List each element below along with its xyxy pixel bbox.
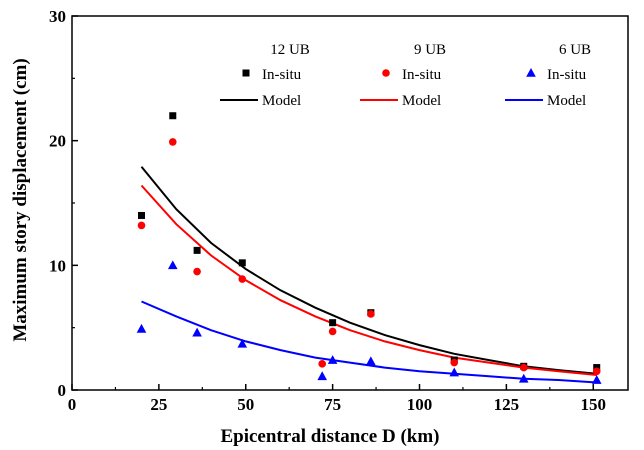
data-point-9-ub (137, 221, 146, 230)
data-point-9-ub (318, 360, 327, 368)
x-axis-title: Epicentral distance D (km) (220, 426, 439, 447)
data-point-9-ub (168, 138, 177, 146)
legend-label-in-situ: In-situ (402, 67, 442, 83)
data-point-6-ub (366, 356, 376, 366)
y-tick-label: 30 (49, 7, 66, 26)
axes: 0 25 50 75 100 125 150 0 10 20 30 (49, 7, 629, 414)
data-point-9-ub (328, 327, 337, 336)
x-tick-label: 75 (324, 395, 341, 414)
legend-marker-12-ub (242, 69, 250, 77)
legend-label-in-situ: In-situ (547, 67, 587, 83)
plot-frame (71, 15, 629, 391)
data-point-9-ub (238, 275, 247, 283)
y-tick-label: 10 (49, 256, 66, 275)
data-point-6-ub (237, 338, 248, 348)
legend-label-model: Model (402, 93, 441, 109)
data-point-6-ub (591, 375, 602, 384)
data-point-12-ub (329, 319, 337, 327)
legend: 12 UB In-situ Model 9 UB In-situ Model 6 UB In-… (220, 42, 591, 109)
x-tick-label: 0 (68, 395, 77, 414)
in-situ-markers (136, 112, 602, 384)
legend-label-in-situ: In-situ (262, 67, 302, 83)
data-point-6-ub (317, 371, 327, 381)
data-point-12-ub (169, 112, 177, 120)
legend-label-model: Model (262, 93, 301, 109)
legend-group-9-ub: 9 UB (414, 42, 446, 58)
data-point-12-ub (193, 246, 201, 254)
data-point-6-ub (167, 260, 178, 270)
y-axis-title: Maximum story displacement (cm) (10, 58, 31, 341)
x-tick-label: 150 (581, 395, 607, 414)
legend-marker-9-ub (382, 69, 390, 77)
legend-label-model: Model (547, 93, 586, 109)
data-point-9-ub (193, 267, 201, 276)
legend-group-12-ub: 12 UB (270, 42, 310, 58)
x-tick-label: 50 (237, 395, 254, 414)
y-tick-label: 20 (49, 132, 66, 151)
data-point-9-ub (367, 310, 375, 318)
x-tick-label: 25 (150, 395, 167, 414)
legend-marker-6-ub (526, 68, 536, 77)
x-tick-label: 125 (494, 395, 520, 414)
model-lines (140, 166, 597, 384)
data-point-12-ub (138, 211, 145, 219)
data-point-9-ub (519, 363, 528, 372)
x-tick-label: 100 (407, 395, 433, 414)
data-point-12-ub (238, 259, 246, 267)
data-point-6-ub (136, 323, 147, 333)
data-point-6-ub (449, 367, 460, 377)
data-point-6-ub (327, 355, 338, 364)
model-line-9-ub (140, 184, 597, 376)
legend-group-6-ub: 6 UB (559, 42, 591, 58)
data-point-6-ub (192, 327, 202, 337)
data-point-9-ub (592, 367, 601, 376)
y-tick-label: 0 (58, 381, 67, 400)
data-point-6-ub (518, 373, 529, 383)
model-line-12-ub (140, 166, 597, 375)
data-point-9-ub (450, 358, 459, 367)
